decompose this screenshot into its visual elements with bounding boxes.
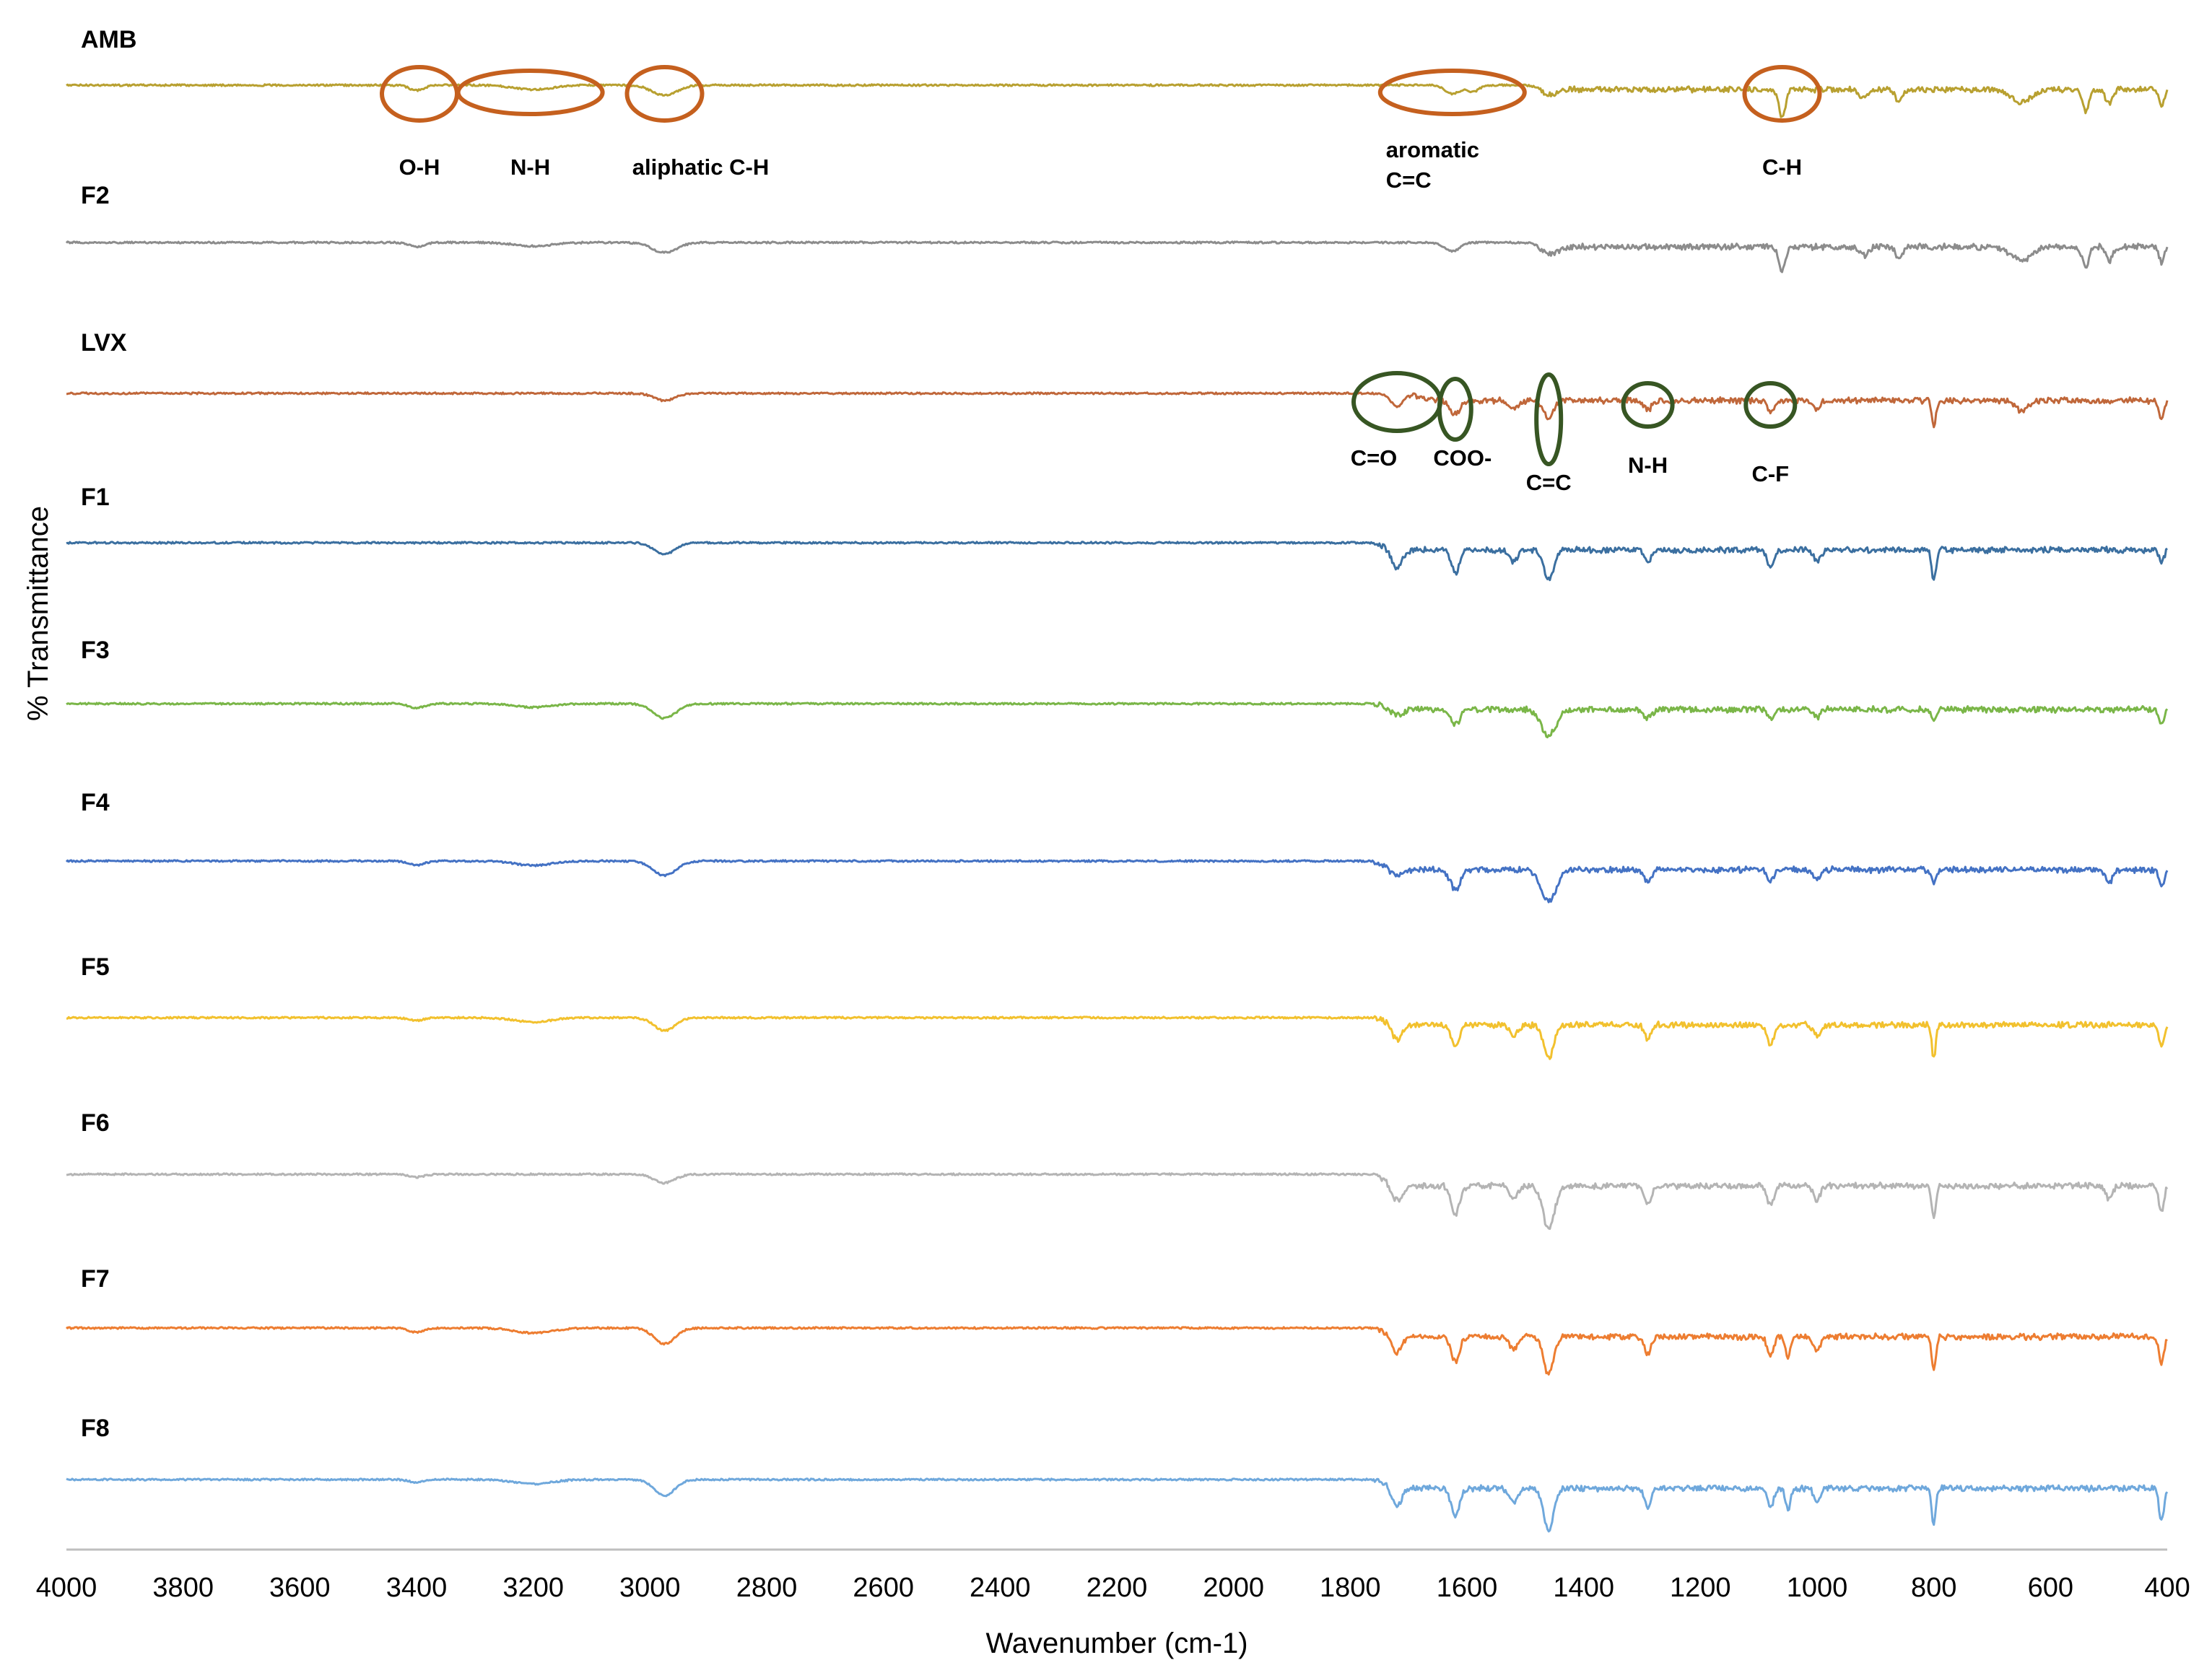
x-tick-label-800: 800: [1911, 1573, 1956, 1603]
annotation-label-7: C=C: [1526, 470, 1572, 495]
x-tick-label-400: 400: [2144, 1573, 2190, 1603]
series-label-lvx: LVX: [81, 329, 127, 357]
x-tick-label-2000: 2000: [1203, 1573, 1264, 1603]
series-line-f7: [66, 1326, 2168, 1376]
x-tick-label-2800: 2800: [736, 1573, 798, 1603]
series-label-f1: F1: [81, 484, 110, 511]
annotation-label-0: O-H: [399, 154, 440, 180]
x-tick-label-3600: 3600: [269, 1573, 331, 1603]
series-layer: AMB F2 LVX F1 F3 F4 F5 F6 F7 F8: [65, 26, 2169, 1533]
x-tick-label-600: 600: [2028, 1573, 2073, 1603]
annotation-label-9: C-F: [1751, 461, 1789, 486]
series-label-f4: F4: [81, 789, 110, 816]
series-line-f8: [66, 1477, 2169, 1533]
x-tick-label-1200: 1200: [1670, 1573, 1731, 1603]
annotation-marker-8: [1621, 381, 1675, 429]
series-line-f2: [65, 240, 2169, 274]
series-line-f4: [65, 859, 2169, 904]
x-tick-label-1600: 1600: [1437, 1573, 1498, 1603]
x-axis-title: Wavenumber (cm-1): [985, 1628, 1247, 1659]
series-label-amb: AMB: [81, 26, 136, 53]
annotation-marker-7: [1534, 372, 1564, 466]
annotation-marker-2: [624, 65, 705, 123]
x-tick-label-2400: 2400: [970, 1573, 1031, 1603]
x-tick-label-3200: 3200: [502, 1573, 564, 1603]
series-line-lvx: [66, 391, 2169, 429]
series-label-f2: F2: [81, 182, 110, 209]
series-label-f7: F7: [81, 1265, 110, 1293]
series-line-f3: [66, 701, 2169, 738]
annotation-marker-1: [456, 69, 605, 116]
annotation-marker-6: [1437, 377, 1473, 442]
series-label-f6: F6: [81, 1109, 110, 1137]
x-tick-label-3800: 3800: [152, 1573, 214, 1603]
x-tick-label-1000: 1000: [1787, 1573, 1848, 1603]
series-line-f6: [66, 1172, 2169, 1231]
annotation-layer: O-H N-H aliphatic C-H aromatic C=C C-H C=O COO-…: [380, 65, 1822, 495]
x-tick-label-1800: 1800: [1320, 1573, 1381, 1603]
annotation-label-4: C-H: [1762, 154, 1802, 180]
annotation-marker-9: [1743, 381, 1798, 429]
annotation-label-3: aromatic C=C: [1386, 137, 1479, 193]
annotation-label-6: COO-: [1433, 445, 1492, 471]
x-tick-label-3400: 3400: [386, 1573, 448, 1603]
annotation-marker-0: [380, 65, 459, 123]
x-tick-label-2200: 2200: [1087, 1573, 1148, 1603]
y-axis-title: % Transmittance: [22, 506, 54, 721]
x-tick-label-4000: 4000: [36, 1573, 97, 1603]
x-tick-label-2600: 2600: [853, 1573, 914, 1603]
annotation-label-8: N-H: [1628, 453, 1668, 478]
x-axis: 4000 3800 3600 3400 3200 3000 2800 2600 2400 2200…: [36, 1548, 2190, 1603]
series-line-f1: [66, 541, 2168, 582]
x-tick-label-1400: 1400: [1553, 1573, 1614, 1603]
annotation-marker-4: [1742, 65, 1822, 123]
x-tick-label-3000: 3000: [619, 1573, 681, 1603]
annotation-label-1: N-H: [510, 154, 550, 180]
series-label-f5: F5: [81, 953, 110, 981]
annotation-marker-3: [1377, 69, 1527, 116]
series-label-f3: F3: [81, 637, 110, 664]
series-label-f8: F8: [81, 1415, 110, 1442]
series-line-f5: [66, 1015, 2169, 1060]
annotation-marker-5: [1351, 371, 1442, 433]
annotation-label-2: aliphatic C-H: [632, 154, 769, 180]
annotation-label-5: C=O: [1351, 445, 1398, 471]
